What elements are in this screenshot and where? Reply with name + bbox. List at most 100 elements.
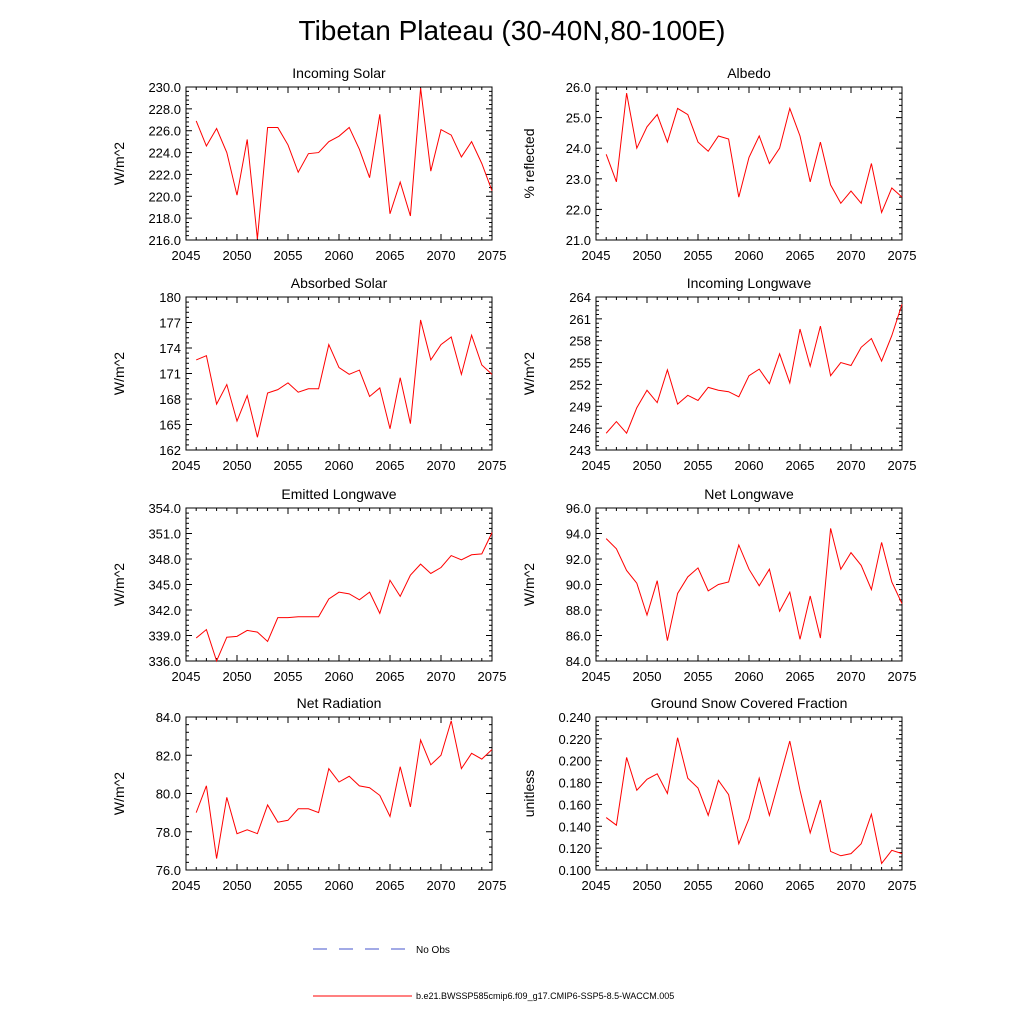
panel-title: Incoming Longwave	[687, 275, 812, 291]
y-tick-label: 92.0	[566, 552, 591, 567]
y-tick-label: 351.0	[148, 527, 181, 542]
y-tick-label: 96.0	[566, 501, 591, 516]
y-tick-label: 224.0	[148, 146, 181, 161]
x-tick-label: 2050	[223, 669, 252, 684]
y-axis-label: W/m^2	[521, 563, 537, 606]
x-tick-label: 2060	[735, 669, 764, 684]
y-axis-label: W/m^2	[521, 352, 537, 395]
x-tick-label: 2045	[582, 669, 611, 684]
series-line	[605, 304, 903, 435]
y-tick-label: 255	[569, 356, 591, 371]
x-tick-label: 2045	[172, 669, 201, 684]
panel-incoming-solar: 2045 2050 2055 2060 2065 2070 2075 216.0 218.0 22…	[111, 65, 506, 263]
y-tick-label: 339.0	[148, 629, 181, 644]
x-tick-label: 2065	[786, 458, 815, 473]
y-tick-label: 180	[159, 290, 181, 305]
y-tick-label: 22.0	[566, 202, 591, 217]
x-tick-label: 2075	[888, 878, 917, 893]
x-tick-label: 2045	[582, 878, 611, 893]
series-line	[196, 319, 493, 438]
x-tick-label: 2070	[837, 248, 866, 263]
x-tick-label: 2065	[376, 248, 405, 263]
panel-title: Ground Snow Covered Fraction	[651, 695, 848, 711]
series-line	[195, 720, 493, 859]
legend: No Obs b.e21.BWSSP585cmip6.f09_g17.CMIP6…	[313, 945, 674, 1001]
panel-title: Emitted Longwave	[281, 486, 396, 502]
x-tick-label: 2055	[274, 248, 303, 263]
y-tick-label: 174	[159, 341, 181, 356]
y-tick-label: 86.0	[566, 629, 591, 644]
legend-model-label: b.e21.BWSSP585cmip6.f09_g17.CMIP6-SSP5-8…	[416, 991, 674, 1001]
y-tick-label: 354.0	[148, 501, 181, 516]
x-tick-label: 2065	[376, 669, 405, 684]
x-tick-label: 2055	[274, 458, 303, 473]
x-tick-label: 2050	[223, 248, 252, 263]
x-tick-label: 2065	[786, 248, 815, 263]
x-tick-label: 2075	[478, 458, 507, 473]
y-tick-label: 90.0	[566, 578, 591, 593]
y-tick-label: 246	[569, 421, 591, 436]
panel-ground-snow-covered-fraction: 2045 2050 2055 2060 2065 2070 2075 0.100 0.120 0.…	[521, 695, 916, 893]
y-tick-label: 252	[569, 377, 591, 392]
y-tick-label: 78.0	[156, 825, 181, 840]
y-tick-label: 162	[159, 443, 181, 458]
panel-emitted-longwave: 2045 2050 2055 2060 2065 2070 2075 336.0 339.0 34…	[111, 486, 506, 684]
x-tick-label: 2075	[478, 669, 507, 684]
x-tick-label: 2050	[633, 669, 662, 684]
x-tick-label: 2060	[325, 669, 354, 684]
panel-title: Net Radiation	[297, 695, 382, 711]
y-tick-label: 228.0	[148, 102, 181, 117]
y-tick-label: 0.160	[558, 797, 591, 812]
y-tick-label: 0.120	[558, 841, 591, 856]
y-axis-label: % reflected	[521, 128, 537, 198]
y-tick-label: 342.0	[148, 603, 181, 618]
y-tick-label: 226.0	[148, 124, 181, 139]
y-tick-label: 345.0	[148, 578, 181, 593]
series-line	[605, 528, 903, 641]
y-tick-label: 168	[159, 392, 181, 407]
y-tick-label: 261	[569, 312, 591, 327]
x-tick-label: 2075	[478, 248, 507, 263]
y-tick-label: 348.0	[148, 552, 181, 567]
x-tick-label: 2055	[274, 878, 303, 893]
series-line	[195, 532, 493, 663]
y-tick-label: 218.0	[148, 211, 181, 226]
y-tick-label: 216.0	[148, 233, 181, 248]
x-tick-label: 2050	[633, 878, 662, 893]
x-tick-label: 2060	[735, 248, 764, 263]
x-tick-label: 2075	[478, 878, 507, 893]
x-tick-label: 2065	[786, 878, 815, 893]
x-tick-label: 2050	[633, 458, 662, 473]
panel-absorbed-solar: 2045 2050 2055 2060 2065 2070 2075 162 165 168 171…	[111, 275, 506, 473]
x-tick-label: 2070	[427, 248, 456, 263]
y-tick-label: 84.0	[566, 654, 591, 669]
x-tick-label: 2060	[325, 458, 354, 473]
y-tick-label: 26.0	[566, 80, 591, 95]
y-axis-label: W/m^2	[111, 563, 127, 606]
x-tick-label: 2070	[427, 669, 456, 684]
x-tick-label: 2060	[325, 248, 354, 263]
panel-title: Absorbed Solar	[291, 275, 388, 291]
y-tick-label: 177	[159, 316, 181, 331]
y-axis-label: W/m^2	[111, 772, 127, 815]
y-tick-label: 0.220	[558, 732, 591, 747]
x-tick-label: 2075	[888, 458, 917, 473]
x-tick-label: 2070	[427, 878, 456, 893]
panel-net-radiation: 2045 2050 2055 2060 2065 2070 2075 76.0 78.0 80.0…	[111, 695, 506, 893]
x-tick-label: 2065	[786, 669, 815, 684]
x-tick-label: 2055	[684, 878, 713, 893]
x-tick-label: 2065	[376, 878, 405, 893]
panels: 2045 2050 2055 2060 2065 2070 2075 216.0 218.0 22…	[111, 65, 916, 893]
x-tick-label: 2050	[223, 878, 252, 893]
y-axis-label: W/m^2	[111, 142, 127, 185]
y-tick-label: 220.0	[148, 189, 181, 204]
y-tick-label: 80.0	[156, 787, 181, 802]
panel-title: Albedo	[727, 65, 771, 81]
y-tick-label: 23.0	[566, 172, 591, 187]
series-line	[605, 93, 903, 215]
panel-title: Net Longwave	[704, 486, 794, 502]
x-tick-label: 2075	[888, 248, 917, 263]
y-tick-label: 25.0	[566, 111, 591, 126]
panel-albedo: 2045 2050 2055 2060 2065 2070 2075 21.0 22.0 23.0…	[521, 65, 916, 263]
